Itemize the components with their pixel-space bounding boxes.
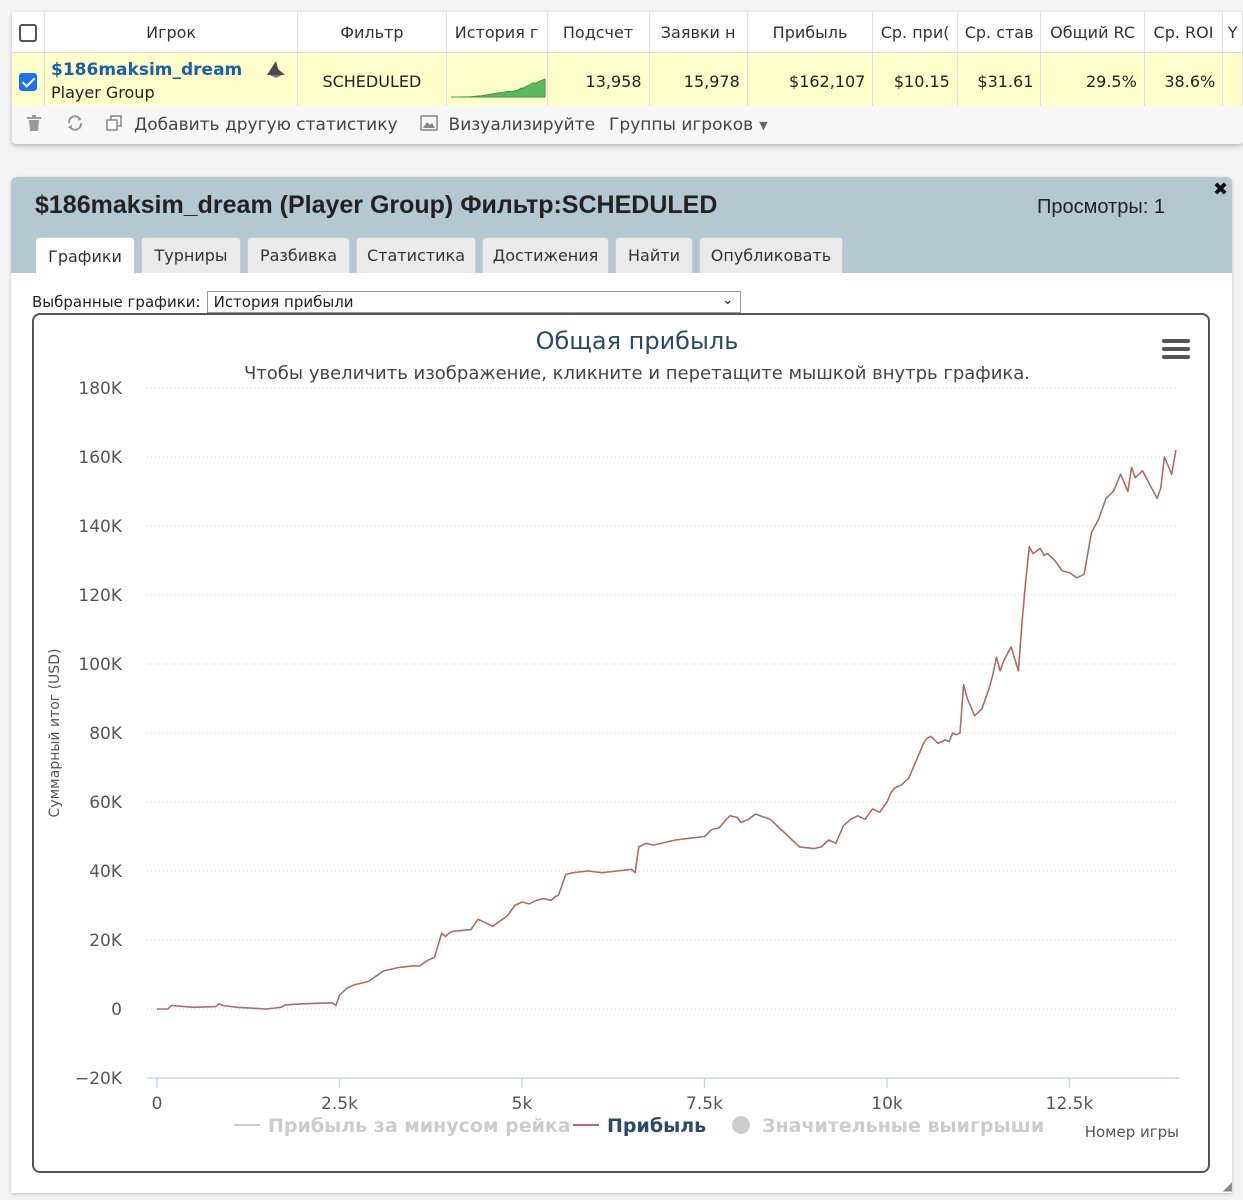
x-tick-label: 7.5k [686,1094,723,1114]
player-detail-panel: $186maksim_dream (Player Group) Фильтр:S… [11,177,1232,1193]
y-tick-label: 80K [89,724,123,744]
filter-cell: SCHEDULED [297,52,447,109]
panel-tabs: Графики Турниры Разбивка Статистика Дост… [35,237,849,274]
player-groups-dropdown[interactable]: Группы игроков [609,115,754,135]
header-avg-roi[interactable]: Ср. ROI [1144,12,1224,53]
y-tick-label: 0 [111,1000,122,1020]
panel-title: $186maksim_dream (Player Group) Фильтр:S… [35,191,718,219]
extra-cell [1222,52,1243,109]
x-axis-title: Номер игры [1085,1123,1179,1141]
header-avg-profit[interactable]: Ср. при( [872,12,958,53]
tab-find[interactable]: Найти [615,237,693,273]
player-name-link[interactable]: $186maksim_dream [51,60,243,80]
sparkline-area [450,78,546,98]
chart-menu-icon[interactable] [1162,339,1190,359]
header-count[interactable]: Подсчет [547,12,650,53]
chart-select[interactable]: История прибыли ⌄ [206,291,741,313]
chart-title: Общая прибыль [536,327,739,355]
tab-tournaments[interactable]: Турниры [141,237,241,273]
player-cell: $186maksim_dream Player Group [44,52,299,109]
avg-profit-cell: $10.15 [872,52,958,109]
chart-select-label: Выбранные графики: [32,293,201,311]
chart-svg[interactable]: Общая прибыль Чтобы увеличить изображение… [34,315,1210,1173]
tab-achievements[interactable]: Достижения [482,237,609,273]
refresh-icon[interactable] [66,114,84,136]
add-stats-icon[interactable] [106,115,122,135]
x-tick-label: 2.5k [321,1094,358,1114]
profit-cell: $162,107 [747,52,874,109]
y-tick-label: 60K [89,793,123,813]
legend-item-big-wins[interactable]: Значительные выигрыши [762,1115,1044,1137]
menu-bar [1162,339,1190,343]
header-extra[interactable]: Y [1222,12,1243,53]
header-player[interactable]: Игрок [44,12,299,53]
y-axis-title: Суммарный итог (USD) [47,649,63,818]
tab-breakdown[interactable]: Разбивка [247,237,350,273]
chart-select-row: Выбранные графики: История прибыли ⌄ [32,291,741,313]
visualize-icon[interactable] [419,115,438,135]
x-tick-label: 10k [871,1094,903,1114]
tab-charts[interactable]: Графики [35,237,135,274]
x-tick-label: 12.5k [1046,1094,1094,1114]
y-tick-label: 100K [78,655,122,675]
add-stats-link[interactable]: Добавить другую статистику [134,115,398,135]
chevron-down-icon: ⌄ [721,292,734,308]
panel-header: $186maksim_dream (Player Group) Фильтр:S… [11,177,1232,274]
x-tick-label: 5k [512,1094,533,1114]
tab-statistics[interactable]: Статистика [356,237,476,273]
header-total-roi[interactable]: Общий RC [1040,12,1145,53]
avg-stake-cell: $31.61 [957,52,1042,109]
header-filter[interactable]: Фильтр [297,12,447,53]
menu-bar [1162,355,1190,359]
resize-grip-icon[interactable]: ◢ [1222,1179,1232,1193]
entries-cell: 15,978 [649,52,748,109]
header-avg-stake[interactable]: Ср. став [957,12,1042,53]
chart-select-value: История прибыли [213,293,354,311]
row-select-cell[interactable] [12,52,46,109]
menu-bar [1162,347,1190,351]
shark-icon[interactable] [265,59,287,83]
legend-item-profit[interactable]: Прибыль [607,1115,706,1137]
player-stats-table: Игрок Фильтр История г Подсчет Заявки н … [12,12,1243,144]
total-roi-cell: 29.5% [1040,52,1145,109]
profit-chart[interactable]: Общая прибыль Чтобы увеличить изображение… [32,313,1210,1173]
count-cell: 13,958 [547,52,650,109]
tab-publish[interactable]: Опубликовать [699,237,843,273]
x-tick-label: 0 [152,1094,163,1114]
history-sparkline [450,78,546,98]
y-tick-label: 40K [89,862,123,882]
header-entries[interactable]: Заявки н [649,12,748,53]
trash-icon[interactable] [26,114,42,136]
header-profit[interactable]: Прибыль [747,12,874,53]
player-group-label: Player Group [51,83,155,102]
y-tick-label: 160K [78,448,122,468]
y-tick-label: 140K [78,517,122,537]
avg-roi-cell: 38.6% [1144,52,1224,109]
profit-series-line [157,449,1177,1010]
header-history[interactable]: История г [446,12,548,53]
y-tick-label: 180K [78,379,122,399]
visualize-link[interactable]: Визуализируйте [448,115,596,135]
legend-item-rake[interactable]: Прибыль за минусом рейка [268,1115,571,1137]
legend-symbol-big-wins [732,1116,750,1134]
select-all-checkbox[interactable] [19,23,37,42]
table-row[interactable]: $186maksim_dream Player Group SCHEDULED … [12,52,1243,109]
views-counter: Просмотры: 1 [1037,196,1165,218]
table-toolbar: Добавить другую статистику Визуализируйт… [12,106,1243,144]
row-checkbox[interactable] [19,72,37,91]
chevron-down-icon[interactable]: ▼ [759,118,768,132]
chart-subtitle: Чтобы увеличить изображение, кликните и … [244,363,1030,384]
y-tick-label: −20K [75,1069,123,1089]
close-icon[interactable]: ✖ [1213,179,1229,200]
stats-table: Игрок Фильтр История г Подсчет Заявки н … [12,12,1243,109]
y-tick-label: 20K [89,931,123,951]
history-cell [446,52,548,109]
header-select-all[interactable] [12,12,46,53]
y-tick-label: 120K [78,586,122,606]
